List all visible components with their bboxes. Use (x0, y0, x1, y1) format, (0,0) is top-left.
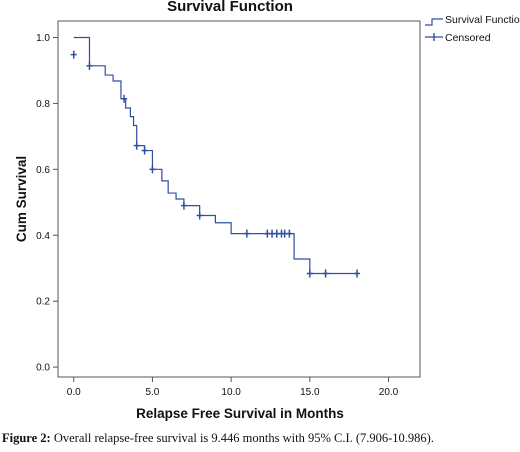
censored-marker (70, 50, 77, 59)
survival-function-line (73, 36, 358, 275)
censored-marker (180, 201, 187, 210)
survival-chart: Survival Function Survival Function Cens… (14, 0, 520, 421)
y-tick-label: 0.6 (36, 165, 50, 176)
x-tick-label: 10.0 (221, 387, 241, 398)
censored-marker (121, 94, 128, 103)
y-axis: 0.0 0.2 0.4 0.6 0.8 1.0 (36, 33, 58, 374)
chart-title: Survival Function (167, 0, 293, 15)
legend: Survival Function Censored (425, 14, 520, 44)
censored-marker (322, 269, 329, 278)
y-axis-label: Cum Survival (14, 156, 29, 242)
y-tick-label: 0.4 (36, 231, 50, 242)
censored-marker (243, 229, 250, 238)
censored-markers (70, 50, 361, 278)
censored-marker (196, 211, 203, 220)
censored-marker (286, 229, 293, 238)
caption-label: Figure 2: (2, 431, 51, 445)
x-tick-label: 20.0 (379, 387, 399, 398)
censored-marker (133, 141, 140, 150)
plot-area (57, 20, 421, 378)
censored-marker (86, 61, 93, 70)
x-tick-label: 0.0 (67, 387, 81, 398)
censored-marker (149, 165, 156, 174)
x-tick-label: 5.0 (145, 387, 159, 398)
figure-caption: Figure 2: Overall relapse-free survival … (2, 431, 518, 446)
legend-censored-label: Censored (445, 32, 491, 44)
x-tick-label: 15.0 (300, 387, 320, 398)
censored-marker (141, 146, 148, 155)
censored-marker (306, 269, 313, 278)
caption-text: Overall relapse-free survival is 9.446 m… (50, 431, 434, 445)
y-tick-label: 0.2 (36, 297, 50, 308)
y-tick-label: 1.0 (36, 33, 50, 44)
censored-marker (354, 269, 361, 278)
x-axis-label: Relapse Free Survival in Months (136, 406, 344, 421)
y-tick-label: 0.8 (36, 99, 50, 110)
legend-function-swatch (425, 18, 443, 26)
legend-function-label: Survival Function (445, 14, 520, 26)
y-tick-label: 0.0 (36, 363, 50, 374)
x-axis: 0.0 5.0 10.0 15.0 20.0 (67, 377, 399, 398)
